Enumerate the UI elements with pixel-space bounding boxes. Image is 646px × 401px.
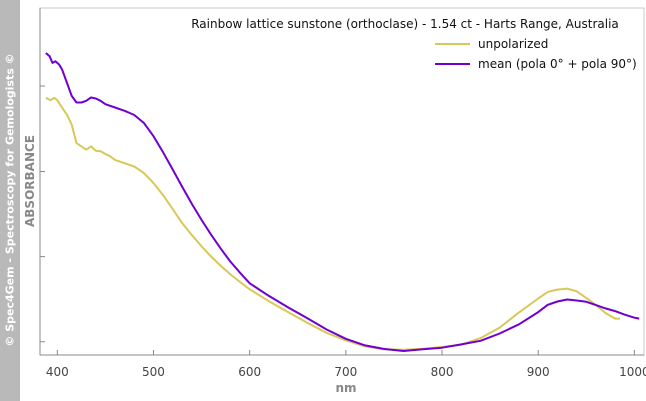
x-tick-label: 900 bbox=[527, 365, 550, 379]
series-line-1 bbox=[45, 96, 620, 351]
x-tick-label: 600 bbox=[238, 365, 261, 379]
x-tick-label: 500 bbox=[142, 365, 165, 379]
x-tick-label: 1000 bbox=[619, 365, 646, 379]
legend-label-2: mean (pola 0° + pola 90°) bbox=[478, 57, 637, 71]
x-tick-label: 800 bbox=[431, 365, 454, 379]
x-axis-title: nm bbox=[335, 381, 356, 395]
x-tick-label: 700 bbox=[334, 365, 357, 379]
x-tick-label: 400 bbox=[46, 365, 69, 379]
series-line-2 bbox=[45, 52, 640, 352]
y-axis-title: ABSORBANCE bbox=[23, 135, 37, 227]
chart-title: Rainbow lattice sunstone (orthoclase) - … bbox=[191, 17, 619, 31]
watermark-sidebar: © Spec4Gem - Spectroscopy for Gemologist… bbox=[0, 0, 20, 401]
legend-label-1: unpolarized bbox=[478, 37, 548, 51]
